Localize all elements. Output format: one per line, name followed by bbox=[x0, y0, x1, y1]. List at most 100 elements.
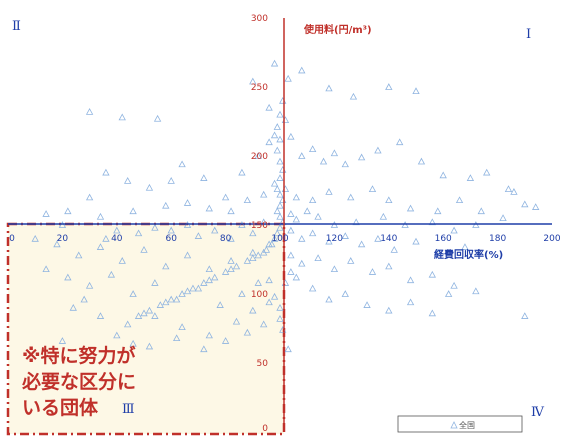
data-point bbox=[151, 312, 159, 319]
data-point bbox=[341, 160, 349, 168]
data-point bbox=[249, 77, 257, 85]
data-point bbox=[162, 201, 170, 209]
data-point bbox=[298, 234, 306, 242]
data-point bbox=[243, 196, 252, 204]
data-point bbox=[200, 345, 208, 353]
data-point bbox=[145, 342, 154, 350]
y-tick-label: 150 bbox=[251, 221, 268, 231]
data-point bbox=[238, 290, 246, 297]
data-point bbox=[444, 290, 453, 297]
legend-triangle-icon bbox=[450, 421, 458, 429]
y-tick-label: 250 bbox=[251, 83, 268, 93]
data-point bbox=[64, 207, 72, 215]
data-point bbox=[406, 276, 415, 284]
data-point bbox=[287, 251, 295, 259]
data-point bbox=[194, 232, 203, 239]
data-point bbox=[85, 193, 94, 201]
data-point bbox=[162, 298, 170, 306]
data-point bbox=[276, 223, 284, 231]
data-point bbox=[284, 74, 292, 82]
data-point bbox=[243, 257, 252, 264]
data-point bbox=[284, 345, 292, 353]
data-point bbox=[303, 207, 311, 215]
data-point bbox=[205, 265, 213, 273]
y-tick-label: 50 bbox=[257, 359, 269, 369]
data-point bbox=[276, 157, 284, 165]
y-tick-label: 200 bbox=[251, 152, 268, 162]
data-point bbox=[129, 207, 137, 215]
data-point bbox=[270, 234, 279, 242]
data-point bbox=[145, 306, 154, 314]
data-point bbox=[510, 188, 518, 195]
data-point bbox=[113, 226, 121, 234]
data-point bbox=[53, 240, 61, 248]
data-point bbox=[156, 301, 164, 308]
data-point bbox=[292, 193, 300, 201]
highlight-region bbox=[6, 222, 286, 436]
data-point bbox=[254, 279, 262, 286]
data-point bbox=[314, 212, 322, 220]
data-point bbox=[172, 295, 181, 303]
data-point bbox=[31, 234, 39, 242]
data-point bbox=[211, 226, 219, 234]
data-point bbox=[249, 254, 257, 262]
data-point bbox=[211, 273, 219, 281]
data-point bbox=[227, 234, 235, 242]
y-tick-label: 100 bbox=[251, 290, 268, 300]
data-point bbox=[118, 113, 126, 121]
data-point bbox=[532, 203, 540, 210]
data-point bbox=[273, 123, 281, 130]
data-point bbox=[205, 331, 213, 339]
data-point bbox=[238, 168, 246, 176]
data-point bbox=[347, 193, 355, 201]
data-point bbox=[298, 66, 306, 74]
data-point bbox=[96, 243, 105, 250]
data-point bbox=[406, 298, 415, 306]
data-point bbox=[102, 168, 110, 176]
data-point bbox=[287, 226, 295, 234]
data-point bbox=[249, 306, 257, 314]
data-point bbox=[260, 190, 268, 198]
data-point bbox=[270, 131, 279, 139]
data-point bbox=[262, 246, 271, 253]
data-point bbox=[232, 262, 241, 270]
data-point bbox=[167, 177, 175, 184]
data-point bbox=[319, 157, 328, 165]
data-point bbox=[42, 210, 50, 217]
data-point bbox=[167, 226, 175, 234]
data-point bbox=[42, 265, 50, 273]
data-point bbox=[178, 323, 186, 331]
legend: 全国 bbox=[397, 415, 523, 433]
quadrant-label-2: Ⅱ bbox=[12, 19, 21, 34]
data-point bbox=[113, 331, 121, 339]
data-point bbox=[287, 268, 295, 275]
data-point bbox=[273, 207, 281, 215]
data-point bbox=[69, 303, 77, 311]
data-point bbox=[221, 337, 230, 344]
y-tick-labels: 0 50 100 150 200 250 300 bbox=[251, 14, 268, 434]
data-point bbox=[450, 281, 458, 289]
callout-line-2: 必要な区分に bbox=[21, 370, 136, 393]
data-point bbox=[455, 196, 464, 204]
y-tick-label: 0 bbox=[262, 424, 268, 434]
data-point bbox=[134, 229, 143, 237]
data-point bbox=[265, 103, 273, 111]
data-point bbox=[273, 229, 281, 237]
data-point bbox=[308, 145, 317, 153]
data-point bbox=[347, 257, 355, 264]
data-point bbox=[140, 309, 148, 317]
legend-box bbox=[397, 415, 523, 433]
data-point bbox=[461, 243, 469, 250]
data-point bbox=[368, 185, 377, 193]
data-point bbox=[276, 212, 284, 220]
data-point bbox=[276, 315, 284, 322]
data-point bbox=[379, 212, 388, 220]
data-point bbox=[385, 196, 393, 204]
quadrant-label-3: Ⅲ bbox=[122, 402, 135, 417]
data-point bbox=[64, 273, 72, 281]
data-point bbox=[276, 201, 284, 209]
data-point bbox=[273, 146, 281, 154]
x-tick-label: 100 bbox=[271, 234, 288, 244]
